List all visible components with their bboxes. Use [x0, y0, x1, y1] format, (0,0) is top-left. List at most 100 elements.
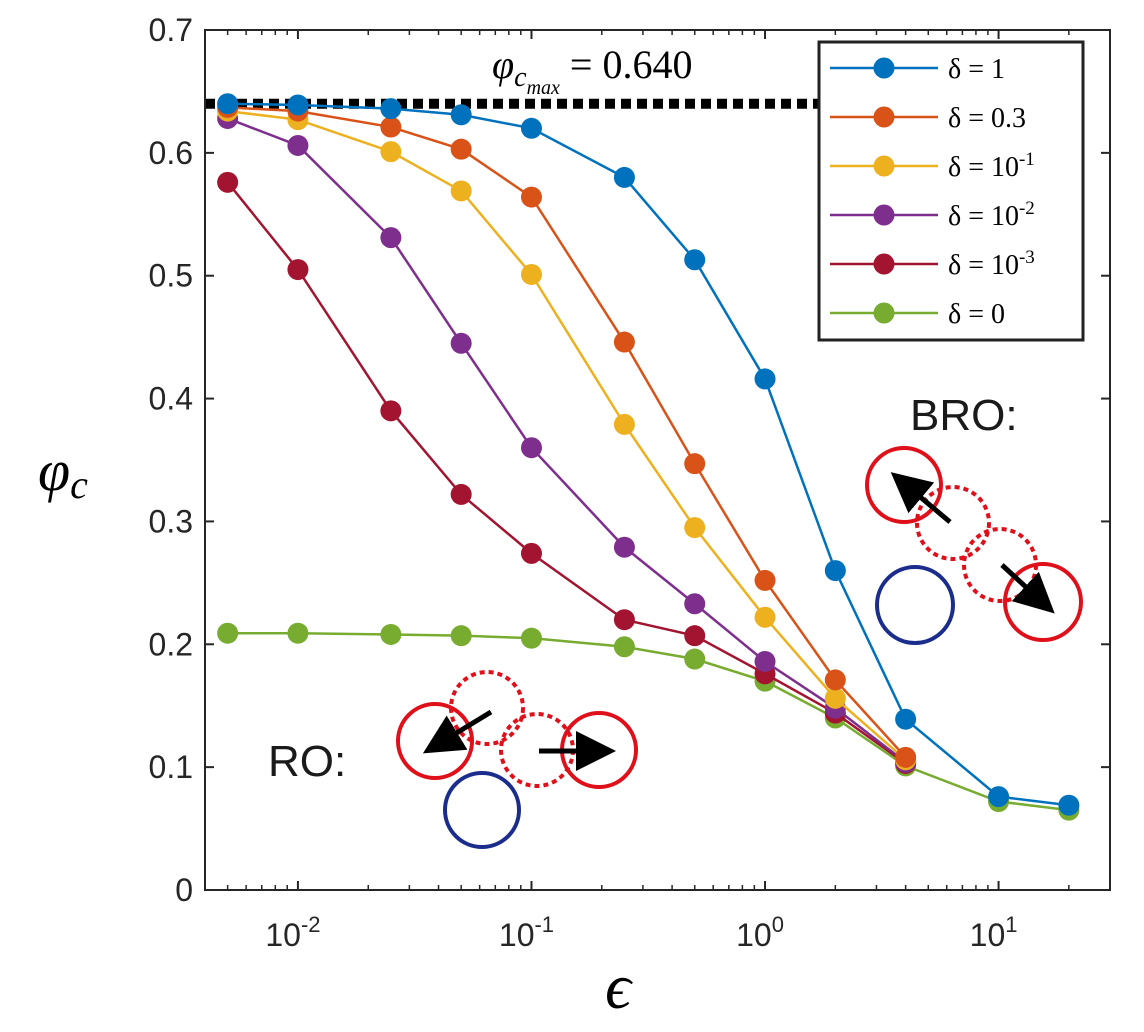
y-tick-label: 0.6: [149, 135, 193, 171]
particle-red: [1003, 562, 1083, 642]
legend-marker: [873, 204, 895, 226]
data-point: [684, 593, 706, 615]
series-line: [227, 631, 1070, 812]
series-line: [227, 106, 907, 759]
data-point: [217, 171, 239, 193]
y-tick-label: 0.5: [149, 258, 193, 294]
data-point: [380, 141, 402, 163]
data-point: [754, 606, 776, 628]
legend-label: δ = 10-1: [948, 149, 1035, 183]
data-point: [450, 104, 472, 126]
data-point: [287, 134, 309, 156]
data-point: [754, 368, 776, 390]
legend-label: δ = 0.3: [948, 103, 1026, 134]
data-point: [217, 622, 239, 644]
data-point: [287, 622, 309, 644]
legend-item: δ = 10-2: [830, 198, 1035, 232]
data-point: [380, 116, 402, 138]
y-tick-label: 0.1: [149, 749, 193, 785]
data-point: [684, 625, 706, 647]
data-point: [824, 687, 846, 709]
reference-line-label: φcmax = 0.640: [492, 42, 692, 99]
data-point: [520, 186, 542, 208]
legend-label: δ = 10-2: [948, 198, 1035, 232]
y-tick-label: 0.3: [149, 503, 193, 539]
data-point: [1058, 794, 1080, 816]
data-point: [520, 542, 542, 564]
legend-marker: [873, 57, 895, 79]
particle-ghost: [915, 485, 991, 561]
data-point: [380, 623, 402, 645]
legend-label: δ = 10-3: [948, 247, 1035, 281]
particle-red: [865, 446, 943, 524]
ro-illustration: RO:: [268, 670, 638, 849]
x-tick-label: 100: [736, 912, 784, 953]
data-point: [613, 536, 635, 558]
data-point: [684, 517, 706, 539]
data-point: [520, 627, 542, 649]
legend-label: δ = 1: [948, 54, 1005, 85]
data-point: [613, 166, 635, 188]
data-point: [520, 263, 542, 285]
x-axis-label: ϵ: [605, 951, 633, 1022]
data-point: [613, 331, 635, 353]
bro-illustration: BRO:: [865, 391, 1083, 645]
particle-blue: [875, 565, 955, 645]
data-point: [754, 569, 776, 591]
data-point: [824, 560, 846, 582]
arrow-icon: [890, 472, 952, 524]
legend-marker: [873, 155, 895, 177]
data-point: [450, 625, 472, 647]
data-point: [613, 413, 635, 435]
legend-item: δ = 1: [830, 54, 1005, 85]
legend-marker: [873, 106, 895, 128]
x-tick-label: 10-1: [499, 912, 554, 953]
y-tick-label: 0.7: [149, 12, 193, 48]
legend-box: [817, 40, 1085, 342]
data-point: [287, 259, 309, 281]
data-point: [450, 332, 472, 354]
arrow-icon: [422, 709, 493, 754]
particle-red: [396, 702, 474, 780]
data-point: [450, 138, 472, 160]
series-line: [227, 102, 1070, 807]
legend-item: δ = 0: [830, 299, 1005, 330]
x-tick-label: 101: [970, 912, 1018, 953]
series-line: [226, 181, 907, 765]
data-point: [520, 437, 542, 459]
bro-label: BRO:: [910, 391, 1018, 440]
data-point: [380, 400, 402, 422]
data-point: [287, 94, 309, 116]
data-point: [380, 98, 402, 120]
data-point: [988, 786, 1010, 808]
data-point: [684, 453, 706, 475]
y-tick-label: 0.2: [149, 626, 193, 662]
legend-item: δ = 0.3: [830, 103, 1026, 134]
x-tick-label: 10-2: [265, 912, 320, 953]
data-point: [684, 249, 706, 271]
y-tick-label: 0: [175, 872, 193, 908]
series-line: [227, 109, 907, 761]
plot-frame: [204, 29, 1111, 891]
legend-item: δ = 10-3: [830, 247, 1035, 281]
data-point: [450, 180, 472, 202]
legend-marker: [873, 302, 895, 324]
y-tick-label: 0.4: [149, 381, 193, 417]
arrow-icon: [1000, 563, 1055, 614]
data-point: [613, 609, 635, 631]
legend-item: δ = 10-1: [830, 149, 1035, 183]
series-0: [217, 93, 1080, 816]
ro-label: RO:: [268, 737, 346, 786]
data-point: [895, 708, 917, 730]
data-point: [450, 483, 472, 505]
y-axis-label: φc: [38, 438, 88, 507]
data-point: [217, 93, 239, 115]
legend: δ = 1 δ = 0.3 δ = 10-1 δ = 10-2 δ = 10-3 δ = …: [817, 40, 1085, 342]
series-line: [227, 117, 907, 764]
data-point: [754, 650, 776, 672]
data-point: [684, 648, 706, 670]
data-point: [380, 227, 402, 249]
data-point: [824, 669, 846, 691]
data-point: [613, 636, 635, 658]
